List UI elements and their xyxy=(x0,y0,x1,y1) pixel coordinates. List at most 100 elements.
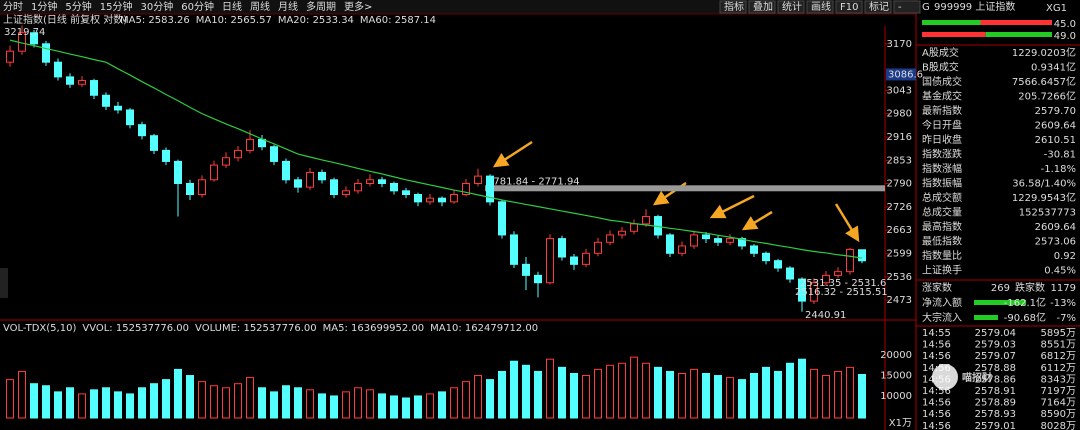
volume-bar xyxy=(510,360,518,419)
tool-button-bg[interactable] xyxy=(864,0,892,14)
tool-button[interactable]: 指标 xyxy=(724,0,744,13)
volume-bar xyxy=(738,379,746,419)
volume-label: VOLUME: 152537776.00 xyxy=(195,323,317,334)
tool-button[interactable]: 统计 xyxy=(782,0,802,13)
candle-body xyxy=(378,179,386,184)
tick-price: 2579.07 xyxy=(975,351,1016,362)
stat-value: 205.7266亿 xyxy=(1018,90,1076,103)
period-tab[interactable]: 月线 xyxy=(278,0,298,13)
volume-bar xyxy=(234,383,242,419)
volume-bar xyxy=(282,385,290,419)
candle-body xyxy=(762,252,770,262)
y-tick-label: 3043 xyxy=(887,85,912,96)
tool-button[interactable]: F10 xyxy=(840,2,858,13)
volume-bar xyxy=(390,395,398,419)
volume-bar xyxy=(378,393,386,419)
ratio-bar xyxy=(922,20,981,25)
volume-bar xyxy=(750,372,758,419)
volume-bar xyxy=(534,370,542,419)
candle-body xyxy=(702,234,710,240)
tool-button[interactable]: - xyxy=(898,2,902,13)
period-tab[interactable]: 更多> xyxy=(344,0,372,13)
candle-body xyxy=(726,238,734,243)
period-tab[interactable]: 30分钟 xyxy=(140,0,173,13)
candle-body xyxy=(474,175,482,184)
tool-button[interactable]: 标记 xyxy=(869,1,889,13)
volume-bar xyxy=(402,397,410,419)
candle-body xyxy=(162,149,170,162)
stat-label: 指数量比 xyxy=(922,249,962,262)
tick-volume: 8590万 xyxy=(1041,409,1076,420)
period-tab[interactable]: 5分钟 xyxy=(65,0,91,13)
tick-price: 2578.88 xyxy=(975,363,1016,374)
band-label: 2781.84 - 2771.94 xyxy=(487,176,580,187)
stat-value: 2579.70 xyxy=(1035,106,1076,117)
vol-tick-label: 15000 xyxy=(880,371,912,382)
period-tab[interactable]: 1分钟 xyxy=(31,0,57,13)
stat-label: 指数振幅 xyxy=(922,177,962,190)
tool-button-bg[interactable] xyxy=(835,0,863,14)
tool-button[interactable]: 画线 xyxy=(811,0,831,13)
volume-bar xyxy=(210,385,218,419)
volume-bar xyxy=(498,370,506,419)
ratio-bar-rest xyxy=(980,20,1052,25)
volume-bar xyxy=(306,389,314,419)
volume-bar xyxy=(18,370,26,419)
candle-body xyxy=(234,149,242,159)
stat-label: 最低指数 xyxy=(922,235,962,248)
candle-body xyxy=(222,157,230,166)
tool-button-bg[interactable] xyxy=(806,0,834,14)
tool-button-bg[interactable] xyxy=(719,0,747,14)
period-tab[interactable]: 15分钟 xyxy=(100,0,133,13)
price-annotation: 2516.32 - 2515.51 xyxy=(795,287,888,298)
period-tab[interactable]: 周线 xyxy=(250,0,270,13)
volume-bar xyxy=(126,393,134,419)
arrow xyxy=(741,210,773,231)
volume-bar xyxy=(798,358,806,419)
resistance-band xyxy=(485,185,885,192)
period-tab[interactable]: 日线 xyxy=(222,0,242,13)
y-tick-label: 2663 xyxy=(887,225,912,236)
candle-body xyxy=(54,61,62,78)
tool-button-bg[interactable] xyxy=(893,0,921,14)
watermark: 喵招财 xyxy=(962,371,992,384)
period-tab[interactable]: 多周期 xyxy=(306,0,336,13)
tick-time: 14:56 xyxy=(922,340,951,351)
volume-bar xyxy=(66,387,74,419)
period-tab[interactable]: 分时 xyxy=(3,1,23,13)
candle-body xyxy=(114,105,122,111)
tool-button-bg[interactable] xyxy=(777,0,805,14)
tick-time: 14:56 xyxy=(922,409,951,420)
arrows xyxy=(492,140,860,243)
tick-price: 2578.89 xyxy=(975,398,1016,409)
arrow xyxy=(709,194,755,219)
stat-value: 2573.06 xyxy=(1035,237,1076,248)
stat-value: 0.45% xyxy=(1044,266,1076,277)
candle-body xyxy=(498,201,506,236)
volume-bar xyxy=(42,385,50,419)
ma-label: MA60: 2587.14 xyxy=(360,15,436,26)
candle-body xyxy=(366,179,374,184)
candle-body xyxy=(462,182,470,196)
candle-body xyxy=(246,138,254,151)
candle-body xyxy=(522,263,530,276)
tool-button[interactable]: 叠加 xyxy=(753,1,773,13)
volume-bar xyxy=(834,370,842,419)
candle-body xyxy=(270,146,278,162)
candle-body xyxy=(594,241,602,254)
stat-label: 最新指数 xyxy=(922,104,962,117)
volume-bar xyxy=(330,395,338,419)
flow-bar xyxy=(974,315,998,320)
y-tick-label: 2980 xyxy=(887,109,912,120)
tool-button-bg[interactable] xyxy=(748,0,776,14)
volume-bar xyxy=(618,362,626,419)
candle-body xyxy=(666,234,674,254)
stat-label: 今日开盘 xyxy=(922,119,962,132)
period-tab[interactable]: 60分钟 xyxy=(181,0,214,13)
stat-label: 上证换手 xyxy=(922,264,962,277)
y-tick-label: 2853 xyxy=(887,155,912,166)
collapse-tab[interactable] xyxy=(0,268,8,298)
candle-body xyxy=(690,234,698,247)
volume-bar xyxy=(630,356,638,419)
